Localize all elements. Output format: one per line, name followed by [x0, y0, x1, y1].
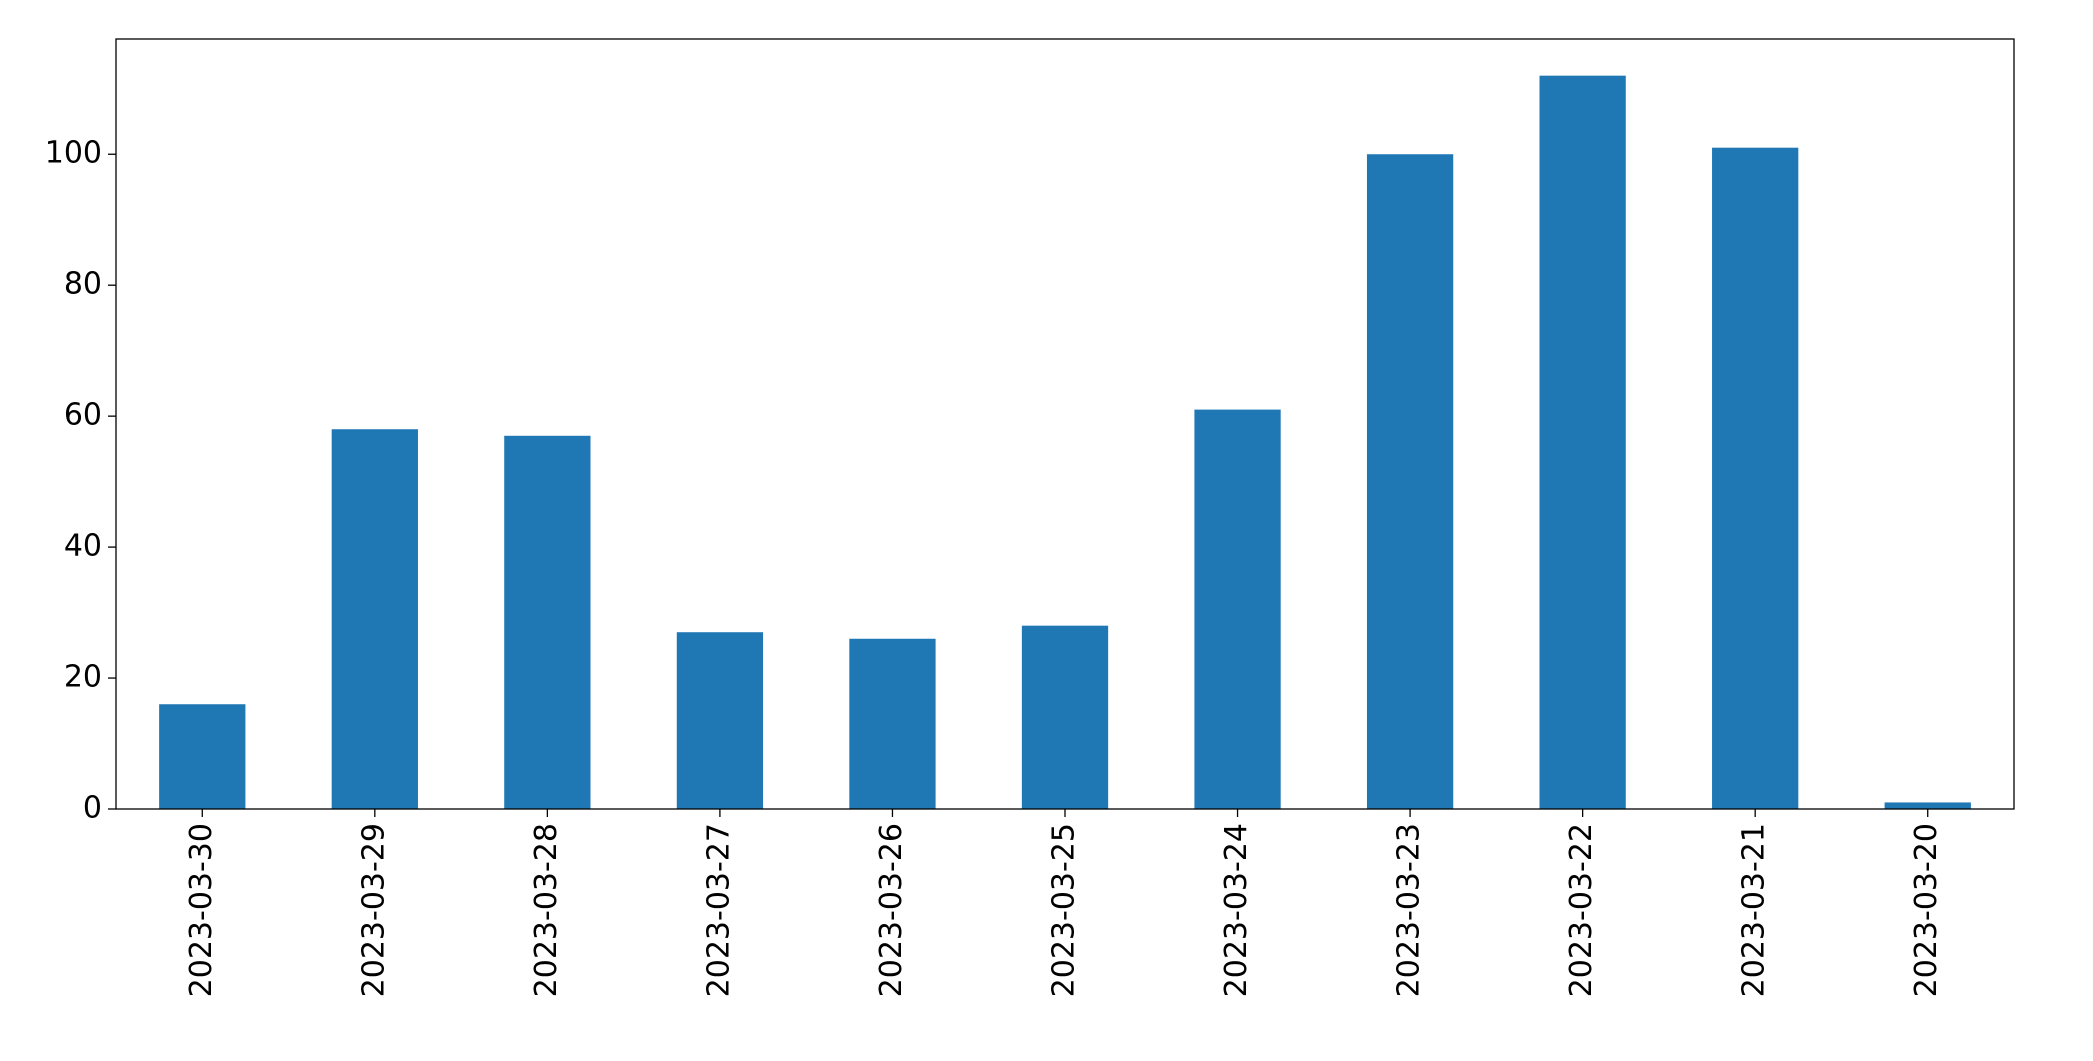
x-tick-label: 2023-03-24 — [1219, 823, 1254, 997]
x-tick-label: 2023-03-26 — [874, 823, 909, 997]
y-tick-label: 60 — [64, 398, 102, 433]
bar — [676, 632, 764, 809]
x-tick-label: 2023-03-22 — [1564, 823, 1599, 997]
bar — [1539, 75, 1626, 809]
bar — [849, 638, 936, 809]
x-tick-label: 2023-03-21 — [1737, 823, 1772, 997]
plot-frame — [115, 38, 2015, 810]
y-tick-label: 40 — [64, 529, 102, 564]
x-tick-label: 2023-03-29 — [356, 823, 391, 997]
bar — [1884, 802, 1971, 809]
x-tick-label: 2023-03-30 — [184, 823, 219, 997]
bar — [1194, 409, 1281, 809]
bar — [504, 435, 591, 809]
x-tick-label: 2023-03-27 — [701, 823, 736, 997]
bar — [1366, 154, 1454, 809]
y-tick-label: 80 — [64, 267, 102, 302]
bar — [159, 704, 246, 809]
bar — [1712, 147, 1799, 809]
bar — [1021, 625, 1109, 809]
x-tick-label: 2023-03-25 — [1047, 823, 1082, 997]
y-tick-label: 100 — [45, 136, 102, 171]
y-tick-label: 0 — [83, 791, 102, 826]
x-tick-label: 2023-03-23 — [1392, 823, 1427, 997]
y-tick-label: 20 — [64, 660, 102, 695]
x-tick-label: 2023-03-28 — [529, 823, 564, 997]
bar — [331, 429, 418, 809]
x-tick-label: 2023-03-20 — [1909, 823, 1944, 997]
